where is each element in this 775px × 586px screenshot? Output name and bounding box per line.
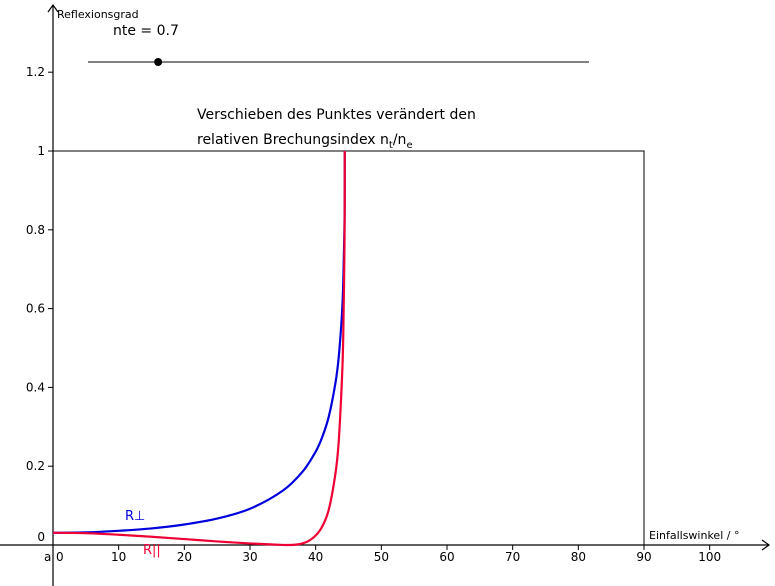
- x-axis-title: Einfallswinkel / °: [649, 529, 739, 542]
- y-tick-label: 0: [37, 530, 45, 544]
- r-perpendicular-curve: [52, 150, 346, 534]
- x-tick-label: 30: [242, 550, 257, 564]
- legend-r-perpendicular: R⊥: [125, 509, 145, 524]
- x-tick-label: 50: [374, 550, 389, 564]
- x-tick-label: 100: [698, 550, 721, 564]
- series-group: [52, 150, 346, 547]
- x-tick-label: 20: [177, 550, 192, 564]
- origin-label: a: [44, 550, 51, 564]
- r-parallel-curve: [52, 150, 346, 547]
- y-axis-title: Reflexionsgrad: [57, 8, 139, 21]
- slider-handle[interactable]: [154, 58, 163, 66]
- y-tick-label: 0.2: [26, 459, 45, 473]
- note-slash: /n: [393, 132, 407, 148]
- note-subscript-e: e: [406, 140, 412, 151]
- note-subscript-t: t: [389, 140, 393, 151]
- y-axis-arrow-icon: [47, 3, 59, 13]
- y-ticks: 0 0.2 0.4 0.6 0.8 1 1.2: [26, 65, 53, 544]
- y-tick-label: 0.8: [26, 223, 45, 237]
- x-axis-arrow-icon: [761, 539, 771, 551]
- x-tick-label: 60: [439, 550, 454, 564]
- x-tick-label: 80: [571, 550, 586, 564]
- x-ticks: 0 10 20 30 40 50 60 70 80 90 100: [56, 545, 721, 564]
- slider-label: nte = 0.7: [113, 23, 179, 39]
- x-tick-label: 0: [56, 550, 64, 564]
- x-tick-label: 90: [636, 550, 651, 564]
- note-line-2: relativen Brechungsindex nt/ne: [197, 132, 413, 151]
- y-tick-label: 1.2: [26, 65, 45, 79]
- note-line-1: Verschieben des Punktes verändert den: [197, 107, 476, 123]
- y-tick-label: 0.6: [26, 302, 45, 316]
- x-tick-label: 70: [505, 550, 520, 564]
- note-line-2-prefix: relativen Brechungsindex n: [197, 132, 389, 148]
- legend-r-parallel: R||: [143, 543, 161, 558]
- range-box: [53, 150, 645, 545]
- y-tick-label: 1: [37, 144, 45, 158]
- x-tick-label: 40: [308, 550, 323, 564]
- y-tick-label: 0.4: [26, 380, 45, 394]
- x-tick-label: 10: [111, 550, 126, 564]
